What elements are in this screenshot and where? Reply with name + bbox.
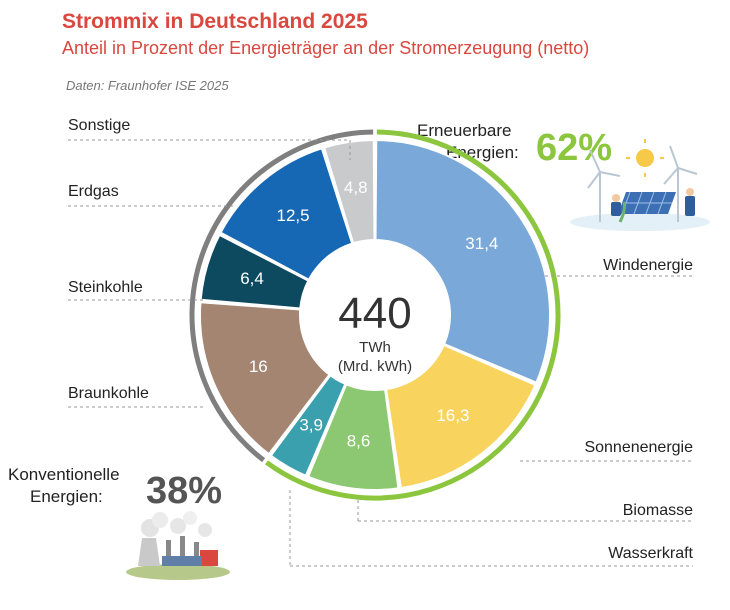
slice-value-steinkohle: 6,4	[240, 269, 264, 288]
category-label-sonstige: Sonstige	[68, 117, 130, 134]
category-label-biomasse: Biomasse	[623, 502, 693, 519]
slice-braunkohle	[199, 301, 331, 456]
category-label-sonnenenergie: Sonnenenergie	[584, 439, 693, 456]
slice-value-windenergie: 31,4	[465, 234, 498, 253]
total-unit-detail: (Mrd. kWh)	[338, 358, 412, 375]
slice-value-braunkohle: 16	[249, 357, 268, 376]
factory-smoke-icon	[126, 511, 230, 580]
slice-value-biomasse: 8,6	[347, 431, 371, 450]
slice-sonnenenergie	[384, 343, 537, 490]
renewable-percent: 62%	[536, 127, 612, 169]
chart-title: Strommix in Deutschland 2025	[62, 10, 368, 33]
slice-sonstige	[322, 138, 376, 245]
slice-value-wasserkraft: 3,9	[299, 415, 323, 434]
renewable-group-ring	[265, 129, 561, 501]
slice-biomasse	[306, 382, 400, 491]
total-unit: TWh	[359, 339, 391, 356]
category-label-windenergie: Windenergie	[603, 257, 693, 274]
slice-value-sonstige: 4,8	[344, 178, 368, 197]
renewable-label-line1: Erneuerbare	[417, 121, 512, 140]
conventional-percent: 38%	[146, 470, 222, 512]
total-value: 440	[338, 289, 411, 338]
slice-windenergie	[374, 138, 551, 384]
category-label-braunkohle: Braunkohle	[68, 385, 149, 402]
category-label-erdgas: Erdgas	[68, 183, 119, 200]
chart-subtitle: Anteil in Prozent der Energieträger an d…	[62, 38, 590, 58]
slice-steinkohle	[199, 233, 310, 310]
conventional-label-line1: Konventionelle	[8, 465, 120, 484]
slice-wasserkraft	[269, 373, 347, 478]
conventional-group-ring	[189, 129, 374, 463]
slice-value-sonnenenergie: 16,3	[436, 406, 469, 425]
wind-solar-workers-icon	[570, 139, 710, 231]
conventional-label-line2: Energien:	[30, 487, 103, 506]
data-source: Daten: Fraunhofer ISE 2025	[66, 78, 229, 93]
slice-erdgas	[219, 147, 354, 282]
slice-value-erdgas: 12,5	[276, 206, 309, 225]
category-label-steinkohle: Steinkohle	[68, 279, 143, 296]
category-label-wasserkraft: Wasserkraft	[608, 545, 693, 562]
